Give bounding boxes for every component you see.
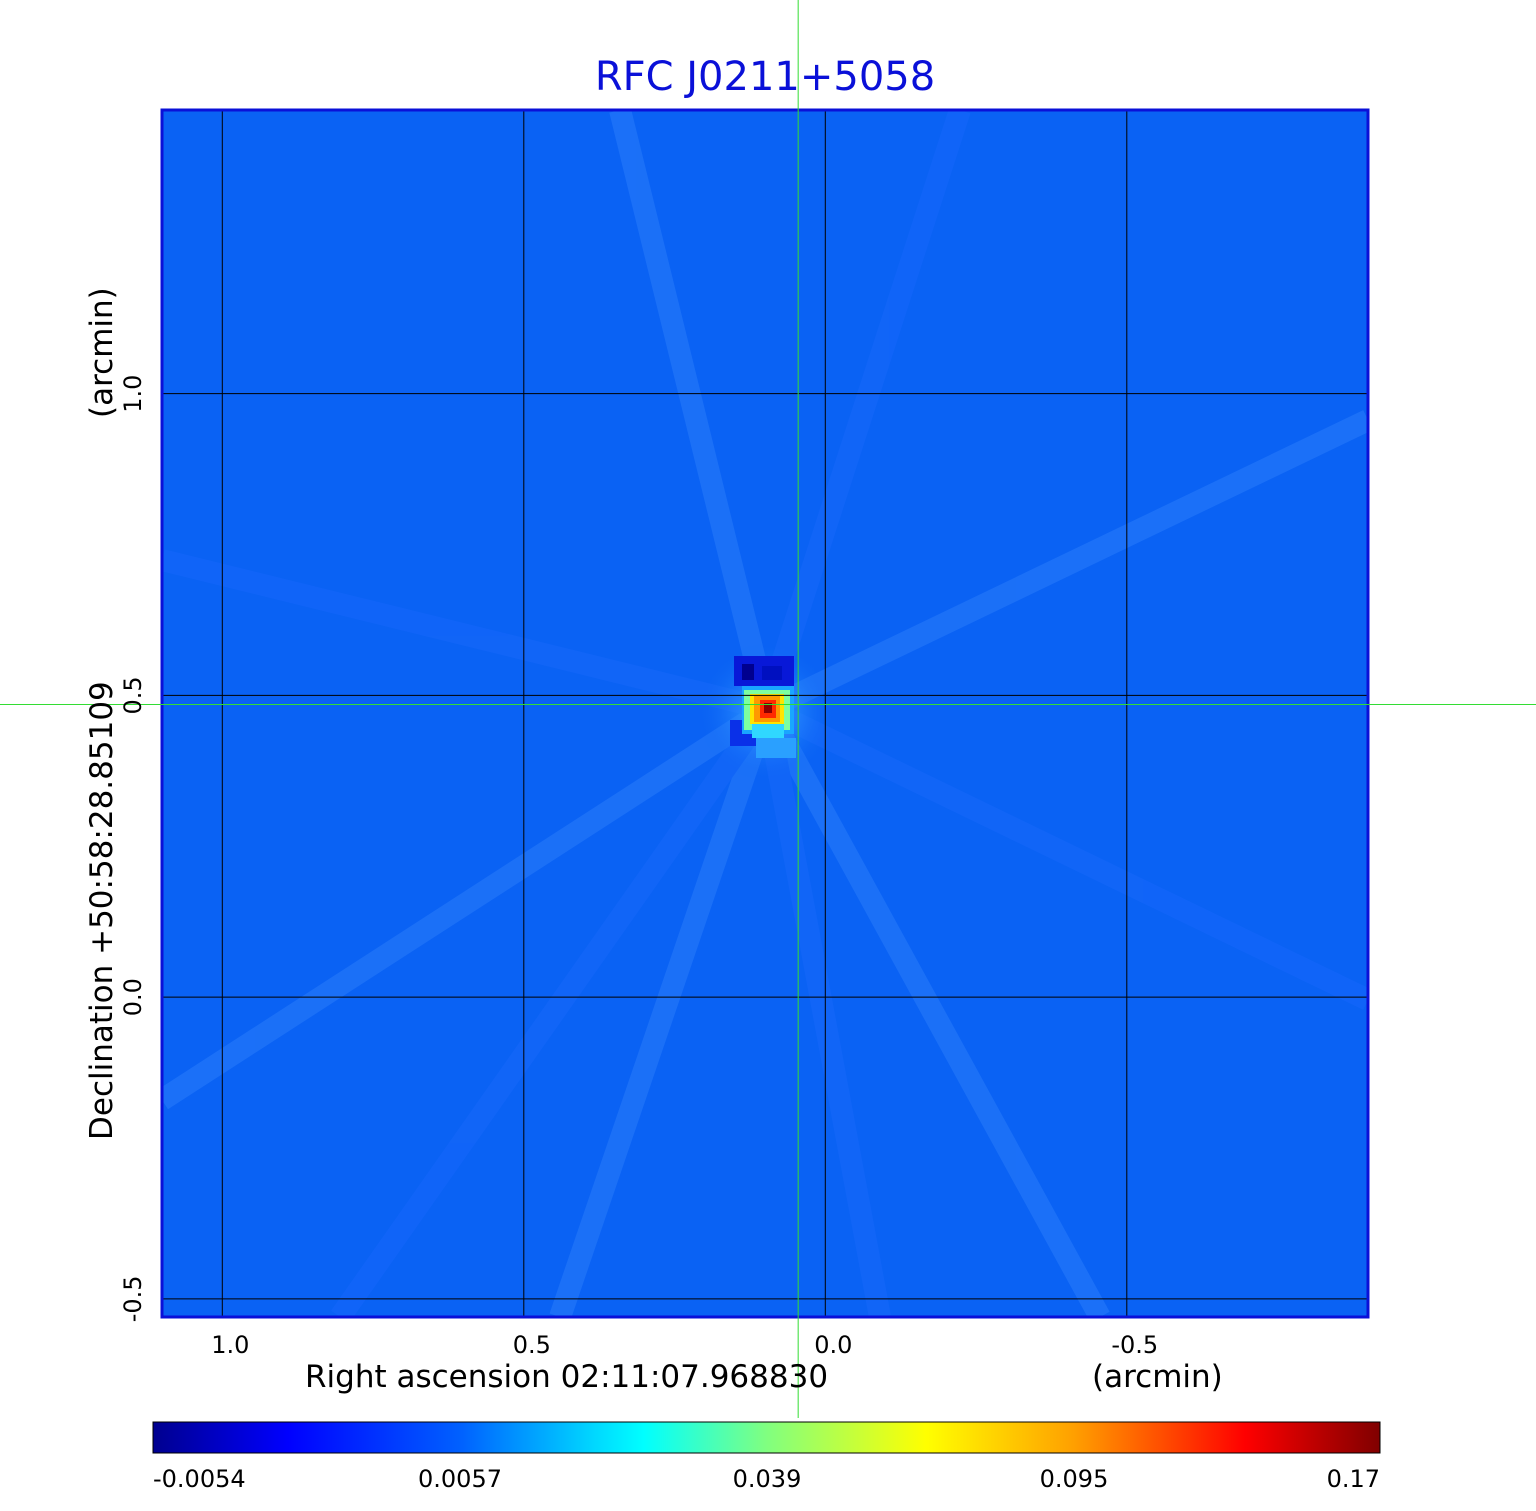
sidelobe-streaks — [162, 110, 1368, 1317]
plot-frame — [160, 108, 1370, 1319]
colorbar-tick-label: 0.0057 — [418, 1465, 502, 1493]
intensity-image — [162, 110, 1368, 1317]
y-tick-label: -0.5 — [119, 1275, 147, 1322]
colorbar — [152, 1421, 1381, 1454]
source-core — [730, 656, 796, 758]
y-tick-label: 0.5 — [119, 676, 147, 714]
y-tick-label: 0.0 — [119, 978, 147, 1016]
x-tick-label: 1.0 — [211, 1331, 249, 1359]
colorbar-tick-labels: -0.0054 0.0057 0.039 0.095 0.17 — [153, 1465, 1380, 1493]
colorbar-tick-label: 0.17 — [1327, 1465, 1380, 1493]
x-tick-label: 0.0 — [814, 1331, 852, 1359]
y-axis-label: Declination +50:58:28.85109 — [84, 681, 120, 1140]
colorbar-tick-label: 0.095 — [1040, 1465, 1109, 1493]
y-tick-label: 1.0 — [119, 375, 147, 413]
chart-title: RFC J0211+5058 — [595, 54, 935, 100]
y-tick-labels: 1.0 0.5 0.0 -0.5 — [119, 375, 147, 1323]
colorbar-tick-label: 0.039 — [733, 1465, 802, 1493]
y-axis-unit: (arcmin) — [84, 287, 120, 418]
colorbar-tick-label: -0.0054 — [153, 1465, 246, 1493]
x-tick-label: -0.5 — [1111, 1331, 1158, 1359]
x-tick-labels: 1.0 0.5 0.0 -0.5 — [211, 1331, 1158, 1359]
x-tick-label: 0.5 — [513, 1331, 551, 1359]
x-axis-unit: (arcmin) — [1092, 1359, 1223, 1395]
coordinate-grid — [162, 110, 1368, 1317]
x-axis-label: Right ascension 02:11:07.968830 — [305, 1359, 828, 1395]
